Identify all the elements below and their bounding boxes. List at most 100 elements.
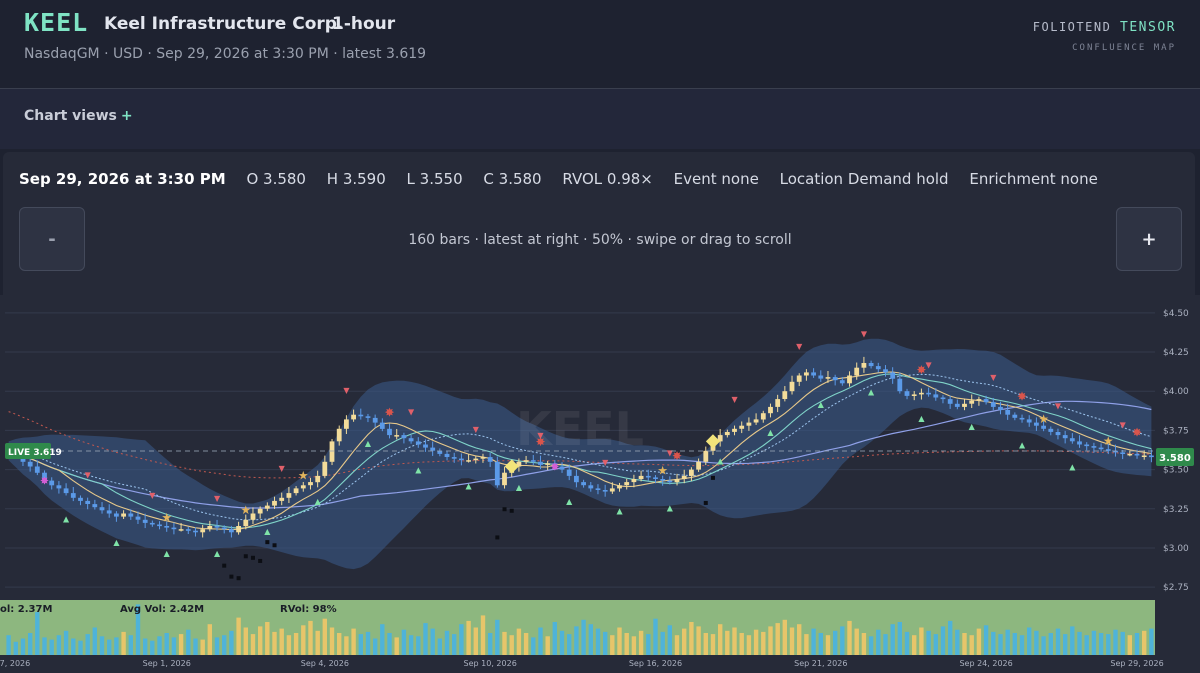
volume-bar [912,635,917,655]
candle [423,439,428,452]
volume-bar [1077,631,1082,655]
buy-arrow-icon: ▲ [868,387,875,396]
candle-body [459,458,464,461]
candle [193,527,198,537]
x-axis-strip [0,655,1200,673]
bars-info: 160 bars · latest at right · 50% · swipe… [408,232,792,248]
candle-body [494,461,500,486]
add-view-icon[interactable]: + [120,108,133,124]
candle [574,469,579,488]
candle-body [408,438,414,442]
volume-dot-icon [272,543,277,548]
candle-body [451,457,457,459]
volume-bar [782,619,787,655]
volume-bar [789,627,795,655]
candle-body [983,399,989,403]
burst-signal-icon: ✸ [916,363,926,377]
candle-body [574,475,579,483]
candle-body [78,497,83,501]
candle-body [954,403,960,407]
y-tick-label: $3.00 [1163,544,1189,554]
volume-bar [718,624,723,655]
bar-date: Sep 29, 2026 at 3:30 PM [19,170,226,188]
buy-arrow-icon: ▲ [315,497,322,506]
sell-arrow-icon: ▼ [537,431,544,440]
volume-bar [279,628,284,655]
candle-body [473,458,479,461]
candle [387,423,392,439]
volume-bar [308,620,313,655]
candle [142,513,148,529]
candle-body [121,513,126,517]
buy-arrow-icon: ▲ [164,549,171,558]
volume-bar [20,638,26,655]
buy-arrow-icon: ▲ [365,439,372,448]
volume-bar [739,633,744,655]
candle-body [631,479,637,483]
candle [394,428,400,440]
volume-dot-icon [703,500,708,505]
volume-bar [28,633,33,655]
candle-body [804,372,809,376]
candle [257,506,263,519]
candle-body [70,493,76,498]
candle [308,477,313,490]
price-chart[interactable]: KEEL ★ ★ ★ ★ ★ ★ ✸ ✸ ✸ ✸ ✸ ✸ ✸ ✸ ▲ ▲ ▲ ▲ ▲ ▲ ▲ ▲ ▲ ▲ ▲ ▲ ▲ ▲ ▲ ▲ ▲ ▲ ▲ ▲ ▲ ▼… [0,295,1200,673]
candle [523,455,529,465]
candle [99,502,105,514]
candle-body [221,527,227,530]
volume-bar [897,622,902,655]
candle-body [789,381,795,392]
candle [875,362,881,373]
diamond-signal-icon [705,434,721,449]
volume-bar [804,634,809,655]
candle [839,376,845,386]
candle [459,453,464,466]
volume-bar [531,637,536,655]
volume-bar [624,633,629,655]
volume-bar [128,635,133,655]
candle [207,520,213,532]
candle-body [523,460,529,462]
candle-body [775,399,781,407]
live-price-badge [5,442,51,459]
volume-bar [1120,631,1125,655]
volume-bar [883,634,888,655]
candle [178,523,184,532]
volume-bar [768,626,773,655]
volume-bar [1127,635,1132,655]
candle-body [681,475,687,479]
candle-body [257,508,263,514]
volume-bar [753,629,759,655]
volume-dot-icon [236,576,241,581]
candle [566,464,572,481]
rvol-value: RVOL 0.98× [562,170,653,188]
candle-body [552,463,558,467]
candle [1098,443,1104,452]
ma14-line [8,373,1152,529]
candle [221,525,227,534]
volume-bar [301,625,306,655]
volume-bar [121,631,126,655]
chart-views-button[interactable]: Chart views + [24,108,133,124]
volume-bar [444,630,450,655]
candle-body [437,450,443,454]
volume-bar [293,633,299,655]
candle-body [329,441,335,462]
zoom-out-button[interactable]: - [19,207,85,271]
candle-body [487,457,493,462]
volume-dot-icon [258,558,263,563]
candle-body [739,425,745,429]
interval-label[interactable]: 1-hour [332,14,396,34]
volume-bar [983,625,989,655]
candle [602,484,608,497]
volume-bar [646,634,651,655]
candle [1055,428,1061,440]
candle-body [63,488,69,494]
candle-body [114,513,119,517]
volume-dot-icon [509,508,514,513]
zoom-in-button[interactable]: + [1116,207,1182,271]
buy-arrow-icon: ▲ [767,428,774,437]
last-price-label: 3.580 [1159,453,1191,464]
buy-arrow-icon: ▲ [818,400,825,409]
